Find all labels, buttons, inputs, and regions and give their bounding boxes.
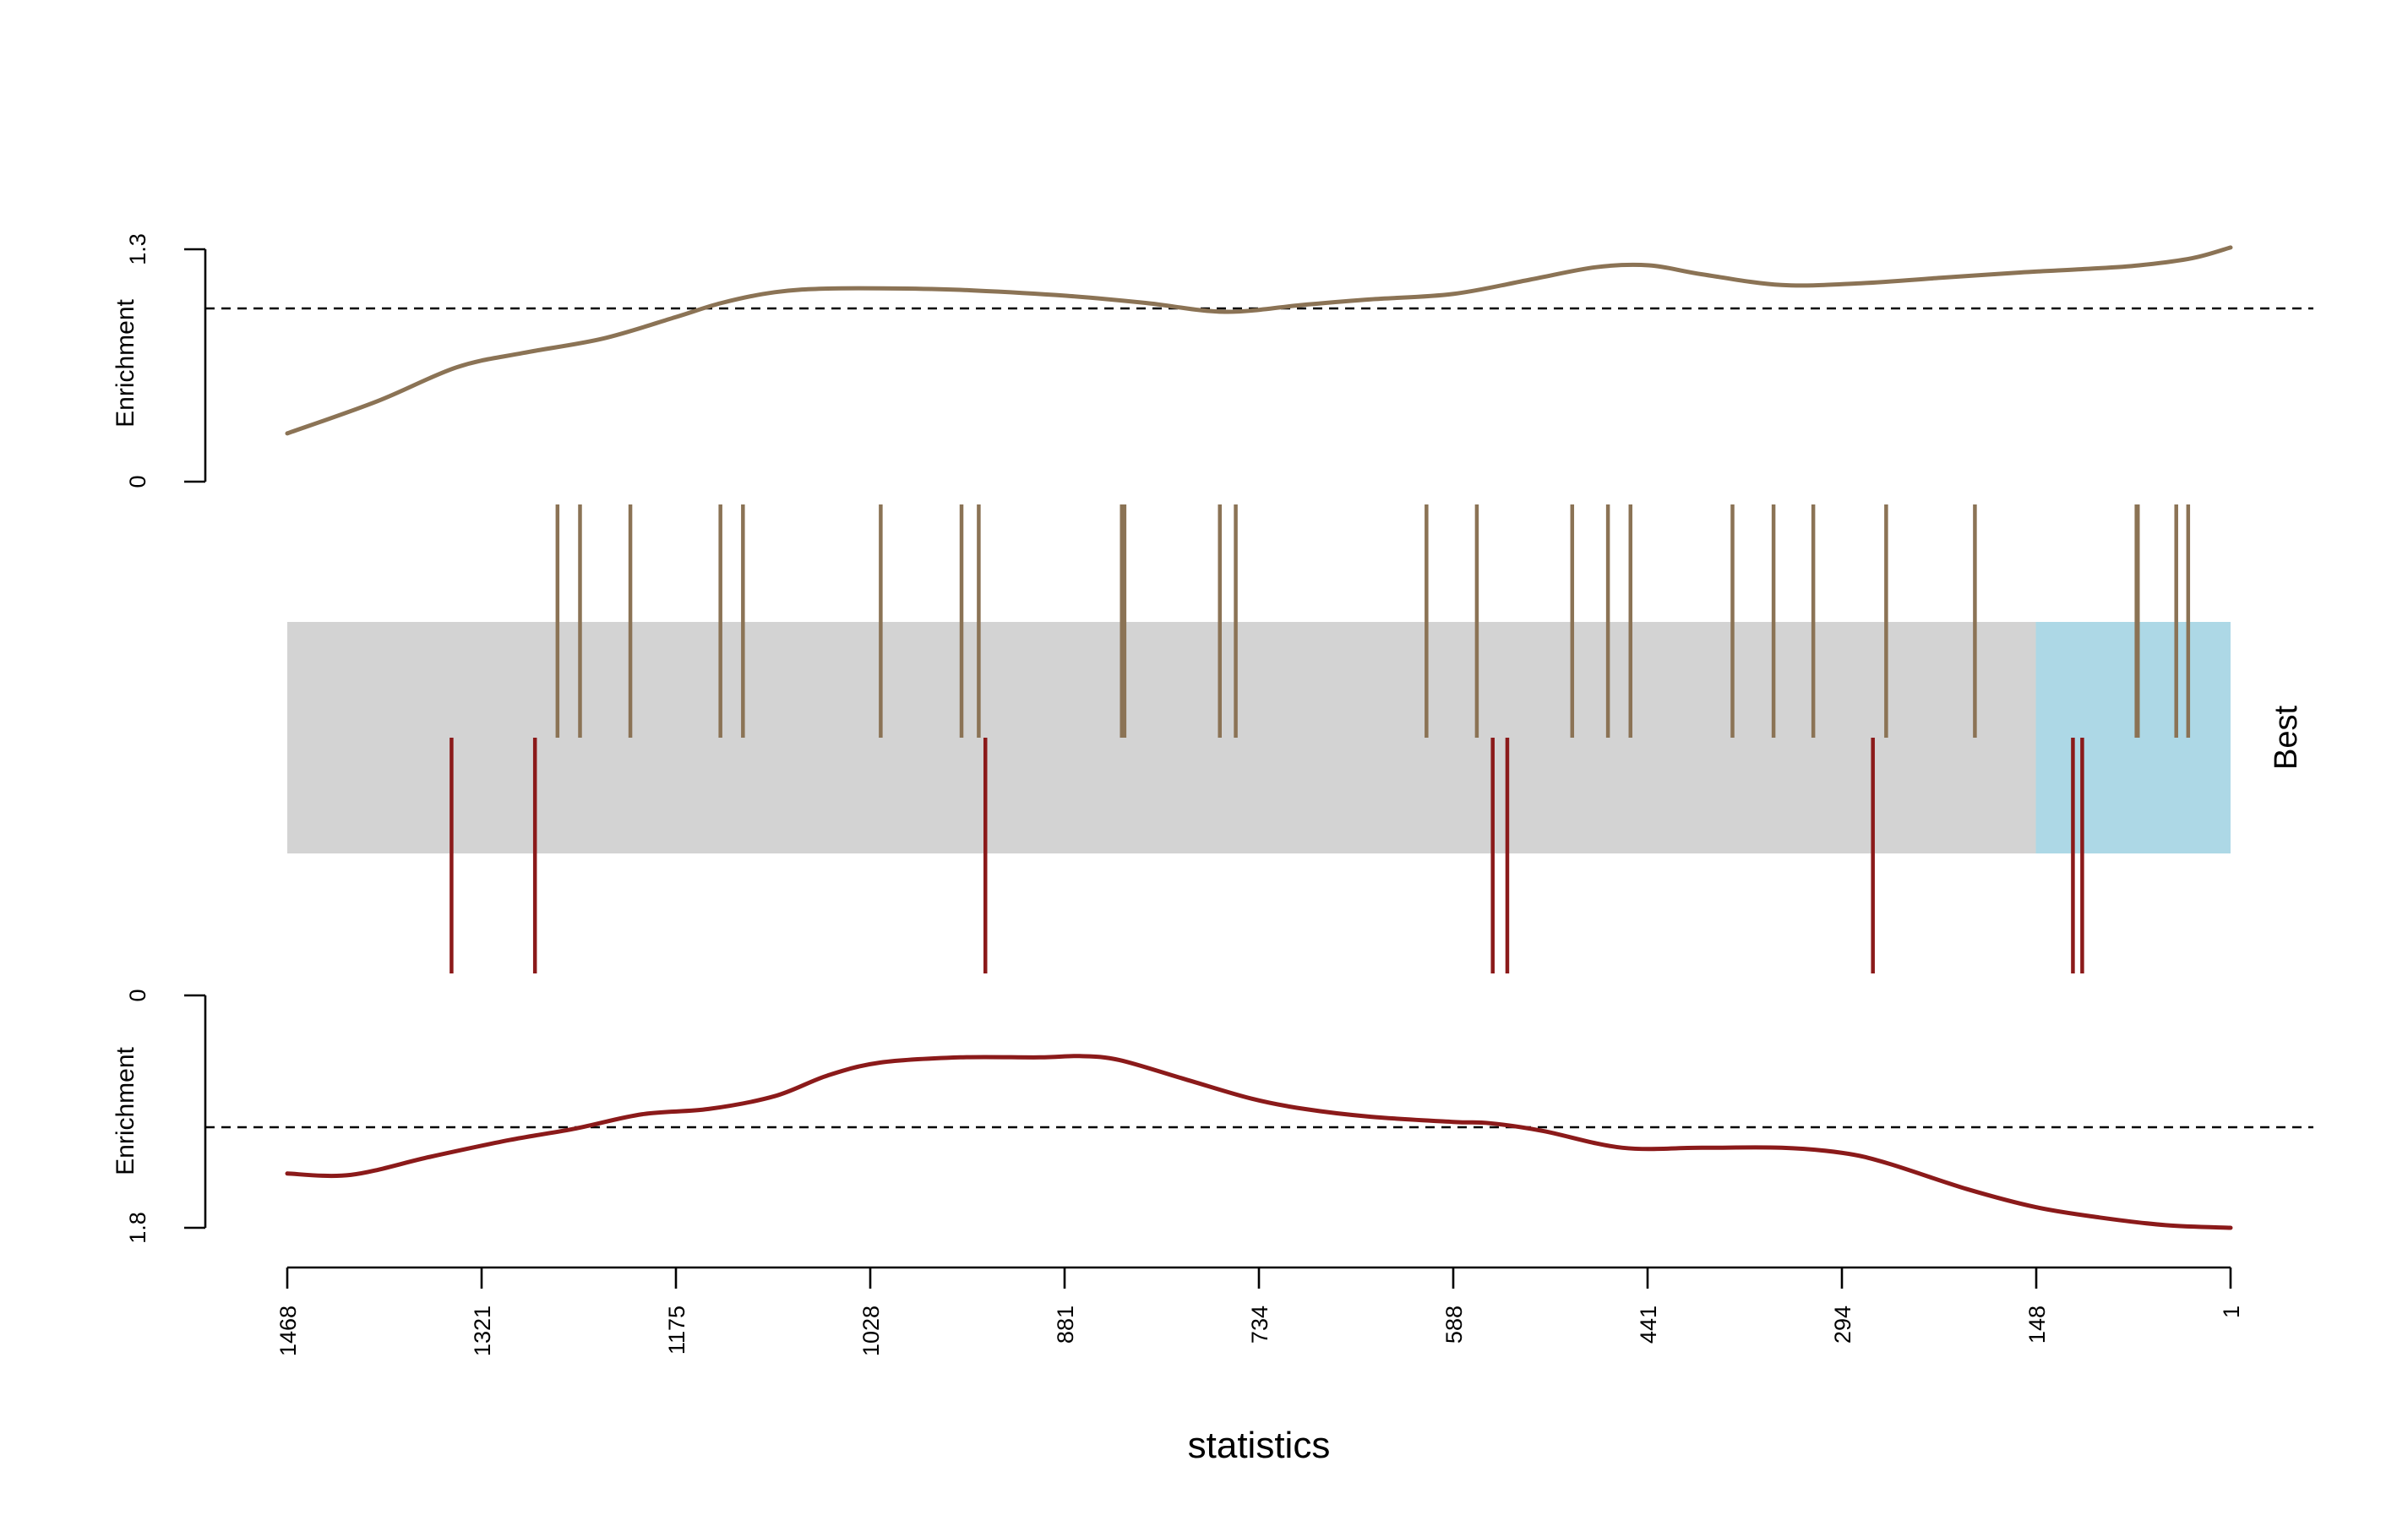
up-y-axis-title: Enrichment — [112, 298, 139, 427]
barcode-strip: Best — [287, 504, 2304, 973]
up-y-tick-label-0: 0 — [125, 475, 150, 488]
up-barcode-ticks — [555, 504, 2191, 738]
x-axis: 1468 1321 1175 1028 881 734 588 441 294 148 1 stat… — [275, 1266, 2244, 1466]
x-axis-ticks: 1468 1321 1175 1028 881 734 588 441 294 148 1 — [275, 1268, 2244, 1356]
x-tick-label-3: 1028 — [858, 1306, 884, 1356]
down-y-axis-title: Enrichment — [112, 1046, 139, 1175]
barcode-background — [287, 622, 2231, 853]
strip-label: Best — [2269, 706, 2304, 770]
down-barcode-ticks — [449, 738, 2084, 973]
x-tick-label-8: 294 — [1830, 1306, 1855, 1344]
x-tick-label-4: 881 — [1053, 1306, 1078, 1344]
x-tick-label-1: 1321 — [470, 1306, 495, 1356]
x-axis-title: statistics — [1188, 1425, 1331, 1466]
x-tick-label-6: 588 — [1441, 1306, 1467, 1344]
down-y-tick-label-1: 1.8 — [125, 1212, 150, 1244]
up-y-tick-label-1: 1.3 — [125, 233, 150, 265]
barcode-highlight-region — [2035, 622, 2231, 853]
up-enrichment-panel: 0 1.3 Enrichment — [112, 233, 2313, 488]
down-y-tick-label-0: 0 — [125, 989, 150, 1001]
x-tick-label-10: 1 — [2219, 1306, 2244, 1318]
down-enrichment-curve — [285, 1054, 2233, 1230]
up-enrichment-curve — [285, 245, 2233, 436]
x-tick-label-9: 148 — [2024, 1306, 2050, 1344]
x-tick-label-2: 1175 — [664, 1306, 689, 1355]
x-tick-label-0: 1468 — [275, 1306, 301, 1356]
x-tick-label-5: 734 — [1247, 1306, 1272, 1344]
x-tick-label-7: 441 — [1636, 1306, 1661, 1344]
down-enrichment-panel: 0 1.8 Enrichment — [112, 989, 2313, 1244]
